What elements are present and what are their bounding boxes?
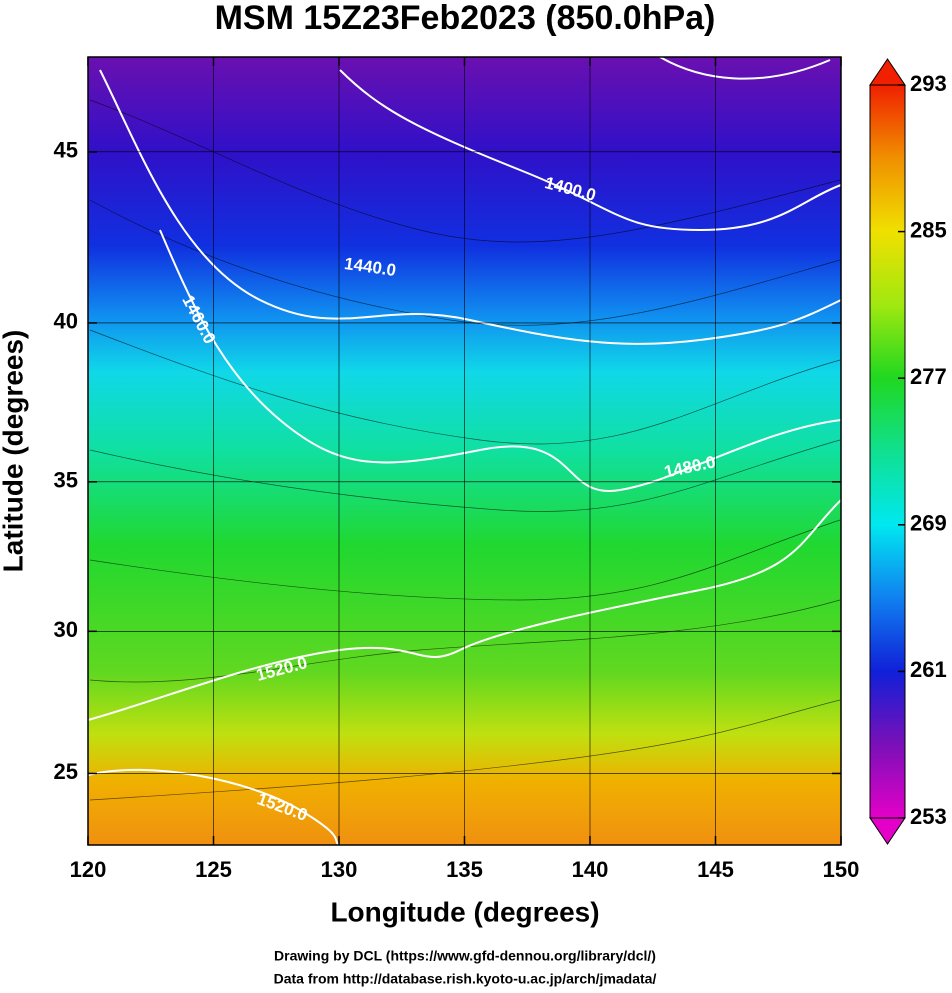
credit: Drawing by DCL (https://www.gfd-dennou.o… [274, 948, 656, 964]
contours [88, 57, 841, 845]
x-tick-label: 125 [195, 857, 232, 882]
y-axis-label: Latitude (degrees) [0, 330, 28, 573]
colorbar [869, 84, 906, 819]
colorbar-tick-label: 285 [910, 217, 947, 242]
x-tick-label: 130 [321, 857, 358, 882]
colorbar-tick-label: 277 [910, 364, 947, 389]
y-tick-label: 30 [54, 617, 78, 642]
colorbar-tick-label: 261 [910, 657, 947, 682]
y-tick-label: 45 [54, 138, 78, 163]
y-tick-label: 25 [54, 759, 78, 784]
colorbar-tick-label: 253 [910, 804, 947, 829]
x-tick-label: 140 [572, 857, 609, 882]
x-tick-label: 120 [70, 857, 107, 882]
colorbar-top-extension [869, 58, 906, 86]
x-tick-label: 135 [446, 857, 483, 882]
colorbar-tick-label: 293 [910, 71, 947, 96]
x-tick-label: 150 [823, 857, 860, 882]
colorbar-bottom-extension [869, 817, 906, 845]
y-tick-label: 40 [54, 309, 78, 334]
colorbar-tick-label: 269 [910, 511, 947, 536]
credit: Data from http://database.rish.kyoto-u.a… [274, 971, 657, 987]
x-axis-label: Longitude (degrees) [330, 896, 599, 927]
y-tick-label: 35 [54, 468, 78, 493]
x-tick-label: 145 [697, 857, 734, 882]
title: MSM 15Z23Feb2023 (850.0hPa) [215, 0, 716, 37]
